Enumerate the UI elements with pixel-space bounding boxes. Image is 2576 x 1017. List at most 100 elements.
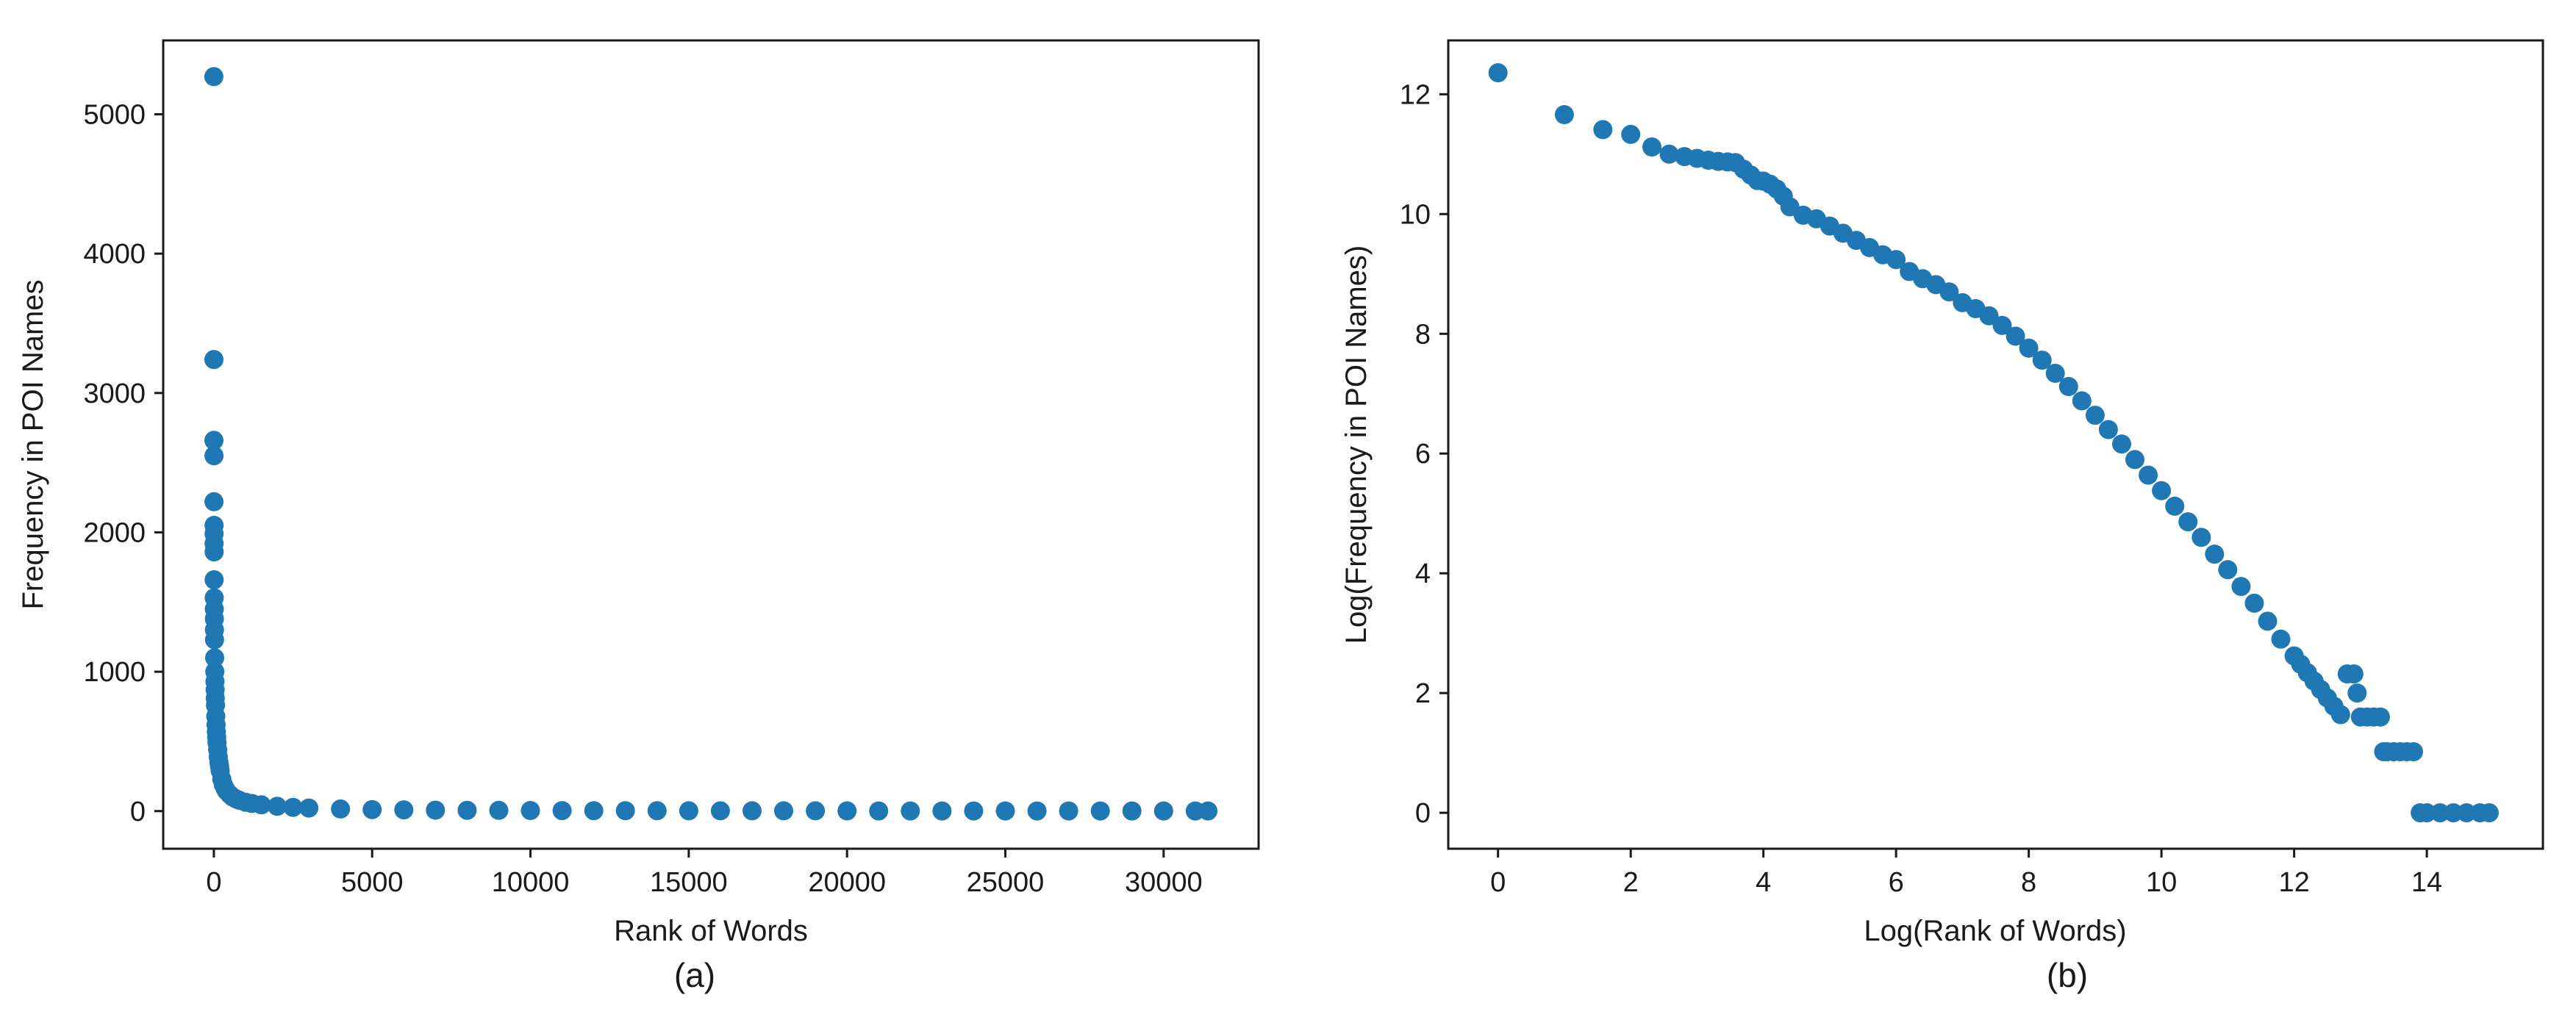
panel-a-data-point [774,801,793,821]
panel-a-data-point [204,446,224,466]
panel-a-data-point [679,801,698,821]
panel-a: 0 5000 10000 15000 20000 25000 30000 0 1000 2000… [17,39,1260,994]
panel-a-data-point [1027,801,1047,821]
panel-a-data-point [204,431,223,450]
panel-b-caption: (b) [2047,956,2088,994]
panel-a-data-point [647,801,667,821]
panel-a-data-point [964,801,984,821]
panel-b-x-ticks: 0 2 4 6 8 10 12 14 [1490,849,2442,898]
panel-b: 0 2 4 6 8 10 12 14 0 2 4 6 8 10 12 Log(Rank of Words)… [1340,39,2544,994]
panel-b-y-tick-label: 0 [1415,798,1431,829]
panel-b-data-point [1979,306,1999,326]
panel-a-y-tick-label: 2000 [83,517,146,548]
panel-b-y-tick-label: 10 [1400,199,1431,230]
panel-a-data-point [1122,801,1142,821]
panel-a-data-point [552,801,572,821]
panel-b-data-point [1554,105,1574,124]
panel-b-plot-frame [1447,39,2544,850]
panel-a-data-point [869,801,889,821]
panel-a-data-point [489,800,509,820]
panel-b-data-point [2344,664,2364,684]
panel-a-data-point [204,542,224,561]
panel-a-y-axis-label: Frequency in POI Names [17,279,49,609]
panel-b-data-point [2125,450,2144,470]
panel-a-y-tick-label: 5000 [83,100,146,131]
panel-a-data-point [1090,801,1110,821]
panel-a-y-tick-label: 0 [130,797,146,827]
panel-a-data-point [299,798,319,818]
panel-a-x-tick-label: 0 [206,867,221,898]
panel-a-data-point [837,801,857,821]
panel-b-data-point [1939,282,1959,302]
panel-a-y-tick-label: 3000 [83,378,146,409]
panel-a-data-point [995,801,1015,821]
panel-a-data-point [204,350,223,370]
panel-a-x-tick-label: 15000 [650,867,728,898]
panel-a-data-point [901,801,920,821]
panel-b-data-point [2417,803,2437,823]
panel-a-data-point [584,801,604,821]
panel-b-data-point [1992,315,2012,335]
panel-a-data-point [268,797,287,816]
panel-b-y-tick-label: 12 [1400,79,1431,110]
panel-a-points [204,67,1218,821]
panel-b-data-point [2218,560,2238,580]
panel-a-data-point [615,801,635,821]
panel-b-data-point [2271,629,2291,649]
panel-a-x-tick-label: 20000 [808,867,886,898]
panel-b-data-point [2404,742,2423,761]
panel-a-plot-frame [162,39,1260,850]
panel-b-data-point [2019,338,2039,358]
panel-a-x-axis-label: Rank of Words [614,915,808,947]
panel-b-data-point [2444,803,2464,823]
panel-b-data-point [2205,545,2225,564]
panel-a-x-tick-label: 5000 [341,867,404,898]
panel-a-data-point [205,648,224,668]
panel-a-data-point [1153,801,1173,821]
panel-b-data-point [1659,144,1679,164]
panel-a-data-point [331,799,351,819]
panel-b-data-point [2430,803,2450,823]
panel-b-data-point [2479,803,2499,823]
panel-b-data-point [1488,63,1508,82]
panel-b-data-point [2165,496,2185,516]
panel-b-data-point [2347,683,2367,703]
panel-a-data-point [204,67,223,87]
panel-b-points [1488,63,2499,823]
panel-b-data-point [2006,326,2025,346]
panel-b-x-tick-label: 10 [2146,867,2177,898]
panel-a-data-point [932,801,952,821]
panel-a-y-tick-label: 4000 [83,239,146,270]
panel-b-y-tick-label: 6 [1415,439,1431,470]
panel-a-data-point [251,795,271,815]
panel-b-data-point [2152,481,2172,500]
panel-b-x-tick-label: 6 [1889,867,1904,898]
panel-b-data-point [1642,137,1661,157]
panel-a-x-tick-label: 10000 [492,867,570,898]
panel-a-data-point [1198,801,1218,821]
panel-b-data-point [2085,406,2105,425]
panel-a-x-ticks: 0 5000 10000 15000 20000 25000 30000 [206,849,1203,898]
panel-b-y-ticks: 0 2 4 6 8 10 12 [1400,79,1448,829]
panel-a-data-point [426,800,446,820]
panel-b-y-axis-label: Log(Frequency in POI Names) [1340,245,1373,644]
panel-a-data-point [520,801,540,820]
panel-b-x-axis-label: Log(Rank of Words) [1864,915,2126,947]
panel-a-data-point [204,570,224,589]
panel-b-data-point [2231,577,2251,597]
panel-b-data-point [2330,705,2350,725]
panel-a-x-tick-label: 30000 [1125,867,1203,898]
panel-b-data-point [1593,120,1613,140]
panel-b-data-point [2192,528,2211,547]
panel-b-data-point [1621,124,1641,144]
panel-b-x-tick-label: 12 [2278,867,2309,898]
panel-b-y-tick-label: 8 [1415,319,1431,350]
panel-b-data-point [2370,707,2390,727]
panel-b-x-tick-label: 8 [2021,867,2036,898]
panel-b-y-tick-label: 4 [1415,558,1431,589]
panel-b-x-tick-label: 14 [2411,867,2442,898]
panel-b-x-tick-label: 4 [1756,867,1771,898]
panel-a-data-point [806,801,826,821]
panel-b-data-point [2457,803,2477,823]
panel-b-data-point [1886,250,1906,270]
